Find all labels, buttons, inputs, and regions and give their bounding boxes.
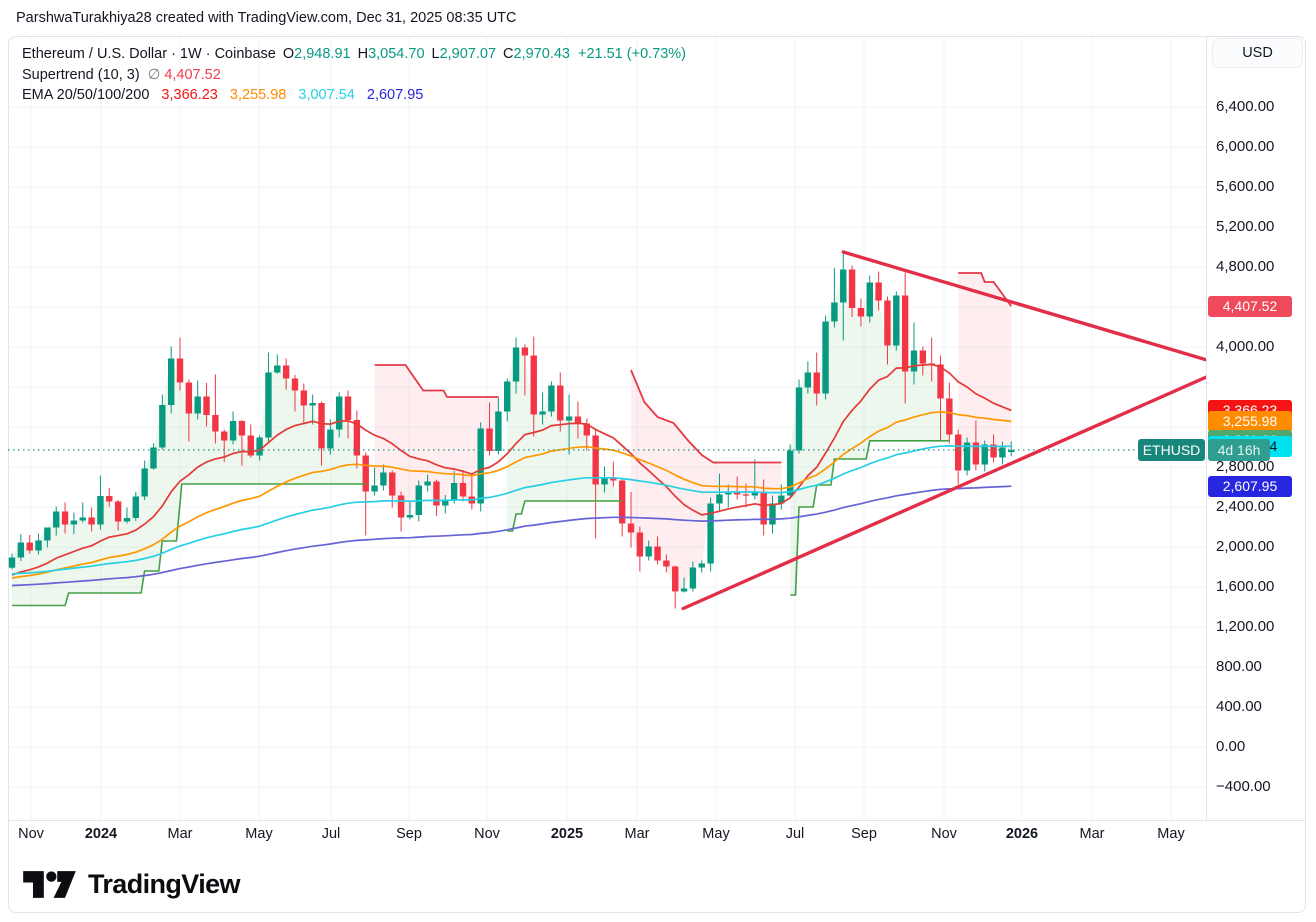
low-value: 2,907.07 xyxy=(439,46,497,62)
price-tick-label: 800.00 xyxy=(1216,658,1262,675)
supertrend-source-icon: ∅ xyxy=(147,66,161,83)
currency-toggle-button[interactable]: USD xyxy=(1212,38,1303,68)
symbol-price-label: ETHUSD xyxy=(1138,438,1205,461)
price-chart-pane[interactable] xyxy=(8,36,1206,820)
supertrend-fill xyxy=(12,269,1012,606)
high-value: 3,054.70 xyxy=(368,46,425,62)
chart-panel-border xyxy=(8,36,1306,913)
attribution-text: ParshwaTurakhiya28 created with TradingV… xyxy=(16,10,517,26)
supertrend-up-line xyxy=(12,483,366,607)
time-tick-label: Sep xyxy=(396,826,422,842)
price-tick-label: 6,000.00 xyxy=(1216,138,1275,155)
price-tick-label: 0.00 xyxy=(1216,738,1246,755)
chart-legend: Ethereum / U.S. Dollar · 1W · Coinbase O2… xyxy=(22,44,686,106)
supertrend-value: 4,407.52 xyxy=(164,66,221,83)
supertrend-down-line xyxy=(958,272,1013,307)
time-tick-label: Mar xyxy=(1079,826,1105,842)
symbol-title: Ethereum / U.S. Dollar · 1W · Coinbase xyxy=(22,46,276,62)
supertrend-down-line xyxy=(374,364,499,398)
time-tick-label: Mar xyxy=(167,826,193,842)
time-tick-label: Sep xyxy=(851,826,877,842)
ema-200-line xyxy=(11,485,1012,587)
ema-50-line xyxy=(11,411,1012,579)
price-tick-label: 5,600.00 xyxy=(1216,178,1275,195)
legend-supertrend-row: Supertrend (10, 3) ∅ 4,407.52 xyxy=(22,65,686,86)
candlestick-series xyxy=(8,251,1015,609)
time-tick-label: May xyxy=(245,826,273,842)
ema200-value: 2,607.95 xyxy=(366,87,424,103)
low-label: L xyxy=(431,46,440,62)
price-tick-label: 4,000.00 xyxy=(1216,338,1275,355)
open-label: O xyxy=(282,46,295,62)
supertrend-value-badge: 4,407.52 xyxy=(1208,295,1292,317)
time-tick-label: Jul xyxy=(321,826,341,842)
time-tick-label: 2026 xyxy=(1005,826,1039,842)
high-label: H xyxy=(357,46,369,62)
price-tick-label: 2,800.00 xyxy=(1216,458,1275,475)
tradingview-logo-text: TradingView xyxy=(88,869,241,899)
time-tick-label: Mar xyxy=(624,826,650,842)
price-tick-label: 1,200.00 xyxy=(1216,618,1275,635)
price-axis-separator xyxy=(1206,36,1207,820)
supertrend-up-line xyxy=(507,500,623,532)
price-tick-label: 4,800.00 xyxy=(1216,258,1275,275)
time-tick-label: Nov xyxy=(931,826,957,842)
time-tick-label: May xyxy=(1157,826,1185,842)
ema-100-line xyxy=(11,445,1012,575)
upper-triangle-line[interactable] xyxy=(841,250,1206,362)
time-tick-label: May xyxy=(702,826,730,842)
price-tick-label: 6,400.00 xyxy=(1216,98,1275,115)
close-value: 2,970.43 xyxy=(513,46,570,62)
ema20-value: 3,366.23 xyxy=(161,87,218,103)
supertrend-down-line xyxy=(630,369,782,464)
price-tick-label: 400.00 xyxy=(1216,698,1262,715)
tradingview-logo-icon xyxy=(23,871,76,898)
countdown-badge: 4d 16h xyxy=(1208,438,1270,461)
time-tick-label: Nov xyxy=(18,826,44,842)
legend-ema-row: EMA 20/50/100/200 3,366.23 3,255.98 3,00… xyxy=(22,85,686,106)
ema50-value: 3,255.98 xyxy=(229,87,287,103)
time-tick-label: Nov xyxy=(474,826,500,842)
time-tick-label: 2025 xyxy=(550,826,584,842)
ema100-value: 3,007.54 xyxy=(298,87,355,103)
open-value: 2,948.91 xyxy=(294,46,351,62)
price-tick-label: 5,200.00 xyxy=(1216,218,1275,235)
price-tick-label: 2,000.00 xyxy=(1216,538,1275,555)
ema-20-line xyxy=(11,363,1012,576)
ema200-value-badge: 2,607.95 xyxy=(1208,475,1292,497)
ema-title: EMA 20/50/100/200 xyxy=(22,87,150,103)
legend-symbol-row: Ethereum / U.S. Dollar · 1W · Coinbase O2… xyxy=(22,44,686,65)
close-label: C xyxy=(503,46,514,62)
price-tick-label: 1,600.00 xyxy=(1216,578,1275,595)
lower-triangle-line[interactable] xyxy=(681,375,1206,611)
price-tick-label: −400.00 xyxy=(1216,778,1271,795)
time-axis-separator xyxy=(9,820,1305,821)
ema50-value-badge: 3,255.98 xyxy=(1208,410,1292,432)
time-tick-label: Jul xyxy=(785,826,805,842)
supertrend-title: Supertrend (10, 3) xyxy=(22,66,140,83)
price-tick-label: 2,400.00 xyxy=(1216,498,1275,515)
tradingview-logo[interactable]: TradingView xyxy=(22,868,241,901)
change-value: +21.51 (+0.73%) xyxy=(577,46,687,62)
time-tick-label: 2024 xyxy=(84,826,118,842)
